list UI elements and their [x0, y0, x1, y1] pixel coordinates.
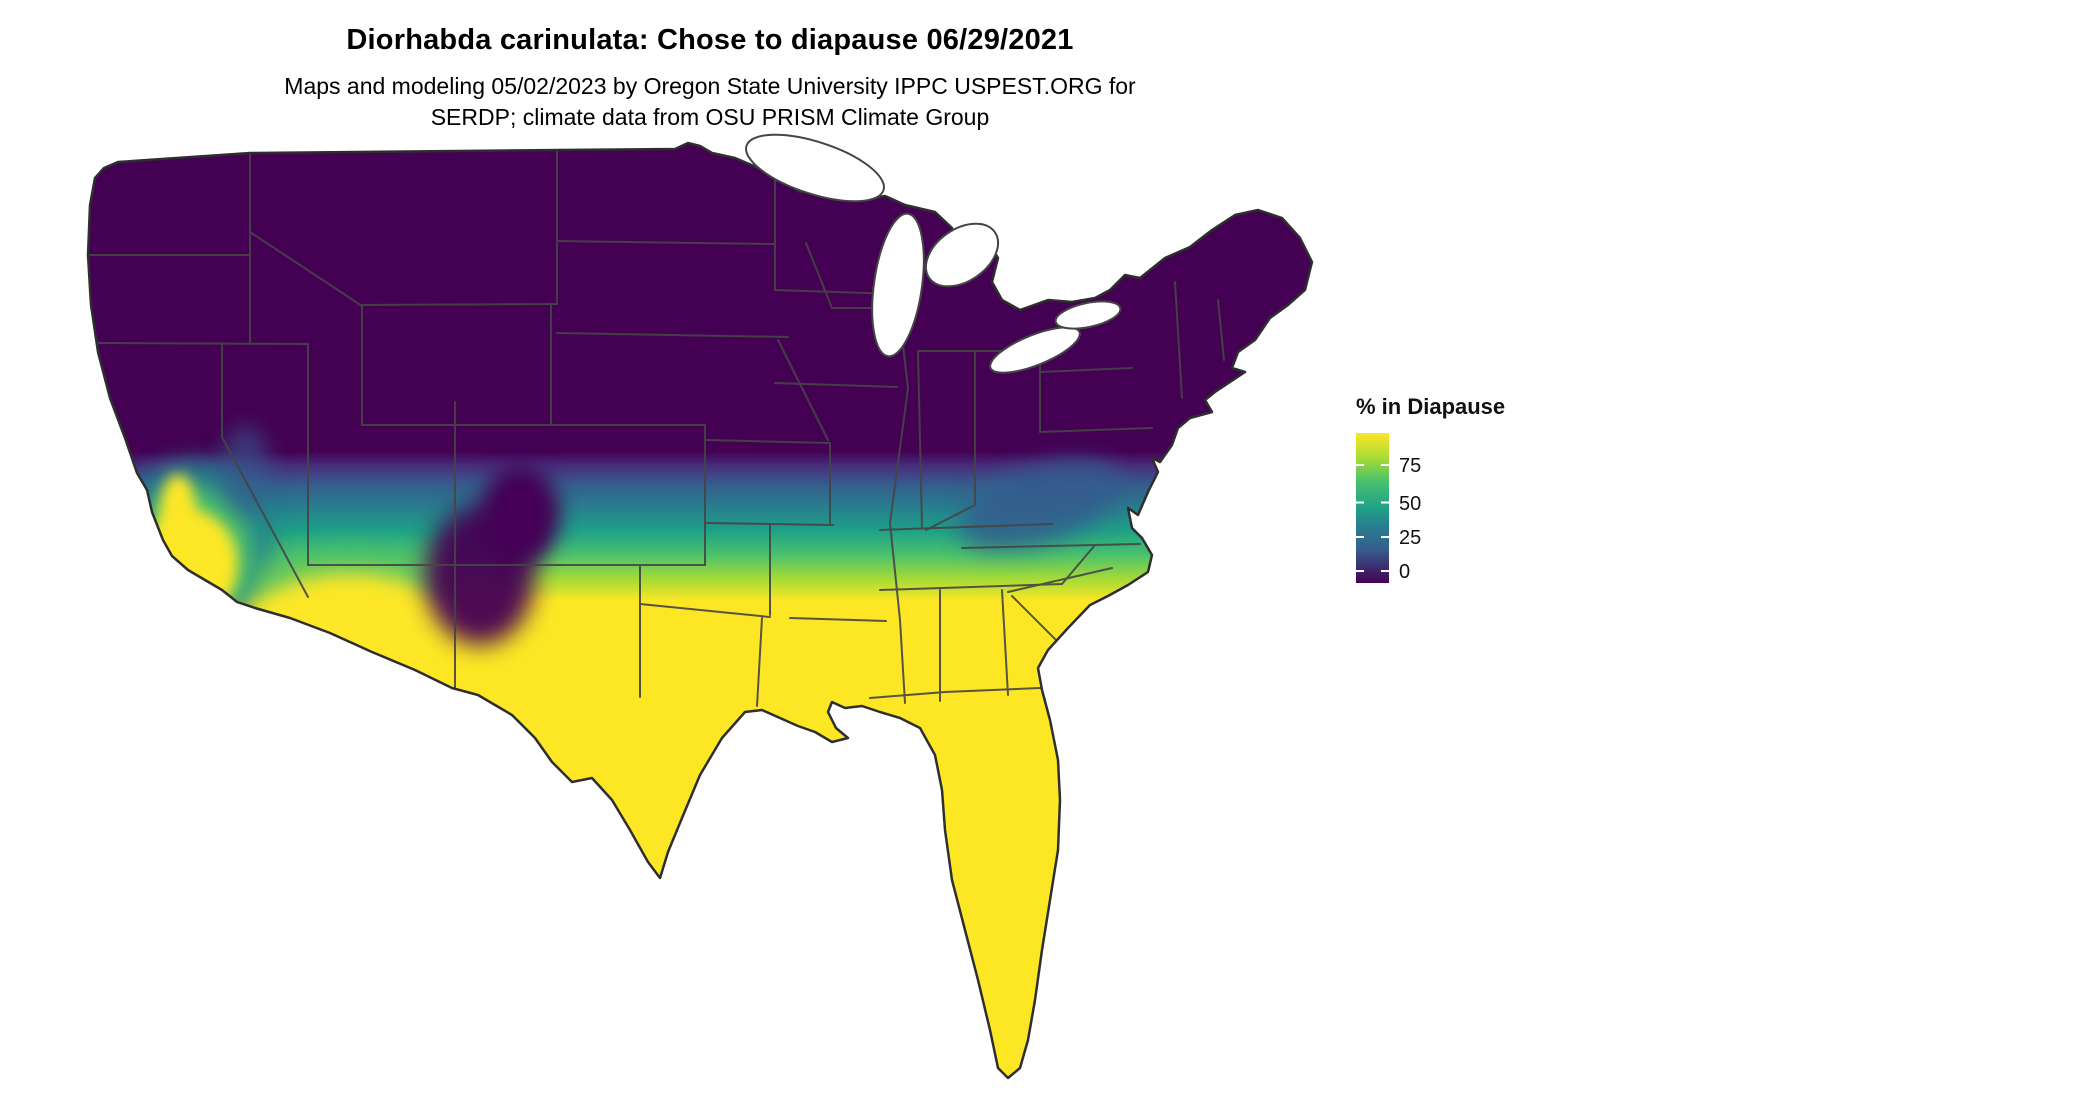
map-subtitle-line1: Maps and modeling 05/02/2023 by Oregon S… — [284, 73, 1136, 99]
lake-ontario — [1054, 300, 1122, 330]
legend: % in Diapause 75 50 25 0 — [1356, 394, 1505, 583]
legend-tick-label: 75 — [1399, 455, 1421, 477]
lake-superior — [745, 133, 885, 203]
great-lakes — [745, 133, 1122, 374]
lake-huron — [924, 222, 1000, 288]
legend-colorbar — [1356, 433, 1389, 583]
legend-tick-label: 0 — [1399, 561, 1410, 583]
legend-tick-marks — [1356, 464, 1389, 572]
legend-title: % in Diapause — [1356, 394, 1505, 419]
legend-tick-label: 25 — [1399, 527, 1421, 549]
lake-erie — [989, 326, 1081, 374]
map-title: Diorhabda carinulata: Chose to diapause … — [346, 24, 1074, 56]
legend-tick-label: 50 — [1399, 493, 1421, 515]
title-block: Diorhabda carinulata: Chose to diapause … — [0, 24, 1420, 133]
lake-michigan — [871, 212, 925, 358]
map-subtitle-line2: SERDP; climate data from OSU PRISM Clima… — [430, 104, 990, 130]
